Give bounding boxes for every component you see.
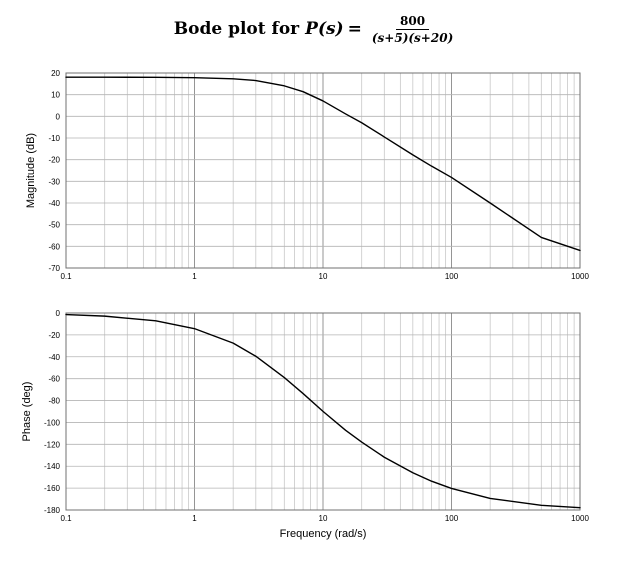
phase-xtick-label: 0.1 bbox=[60, 514, 72, 523]
magnitude-ytick-label: 10 bbox=[51, 91, 60, 100]
phase-ytick-label: -120 bbox=[44, 440, 61, 449]
transfer-function-fraction: 800 (s+5)(s+20) bbox=[368, 14, 457, 45]
phase-xtick-label: 1 bbox=[192, 514, 197, 523]
phase-xtick-label: 10 bbox=[319, 514, 328, 523]
magnitude-ytick-label: 0 bbox=[56, 112, 61, 121]
phase-ytick-label: -180 bbox=[44, 506, 61, 515]
phase-ytick-label: -60 bbox=[48, 375, 60, 384]
phase-xtick-label: 100 bbox=[445, 514, 459, 523]
title-equals: = bbox=[347, 19, 362, 39]
phase-ytick-label: -80 bbox=[48, 397, 60, 406]
magnitude-ytick-label: -40 bbox=[48, 199, 60, 208]
phase-frame bbox=[65, 312, 581, 511]
phase-ytick-label: -160 bbox=[44, 484, 61, 493]
magnitude-xtick-label: 0.1 bbox=[60, 272, 72, 281]
title-text: Bode plot for bbox=[173, 19, 300, 39]
phase-ytick-label: -140 bbox=[44, 462, 61, 471]
magnitude-ytick-label: -20 bbox=[48, 156, 60, 165]
phase-ytick-label: -100 bbox=[44, 418, 61, 427]
fraction-numerator: 800 bbox=[396, 14, 430, 30]
chart-title: Bode plot for P(s) = 800 (s+5)(s+20) bbox=[0, 6, 631, 52]
fraction-denominator: (s+5)(s+20) bbox=[371, 30, 454, 45]
phase-ytick-label: 0 bbox=[56, 309, 61, 318]
magnitude-ylabel: Magnitude (dB) bbox=[25, 133, 37, 208]
magnitude-ytick-label: -70 bbox=[48, 264, 60, 273]
magnitude-frame bbox=[65, 72, 581, 269]
phase-ytick-label: -20 bbox=[48, 331, 60, 340]
phase-ytick-label: -40 bbox=[48, 353, 60, 362]
magnitude-xtick-label: 1 bbox=[192, 272, 197, 281]
phase-series-line bbox=[65, 313, 581, 509]
phase-xtick-label: 1000 bbox=[571, 514, 589, 523]
title-function: P(s) bbox=[305, 19, 344, 39]
magnitude-xtick-label: 100 bbox=[445, 272, 459, 281]
magnitude-ytick-label: -50 bbox=[48, 221, 60, 230]
magnitude-ytick-label: -10 bbox=[48, 134, 60, 143]
magnitude-ytick-label: -30 bbox=[48, 177, 60, 186]
magnitude-ytick-label: -60 bbox=[48, 242, 60, 251]
phase-xlabel: Frequency (rad/s) bbox=[280, 528, 367, 540]
phase-ylabel: Phase (deg) bbox=[21, 382, 33, 442]
magnitude-ytick-label: 20 bbox=[51, 69, 60, 78]
magnitude-xtick-label: 1000 bbox=[571, 272, 589, 281]
magnitude-xtick-label: 10 bbox=[319, 272, 328, 281]
magnitude-series-line bbox=[65, 76, 581, 252]
